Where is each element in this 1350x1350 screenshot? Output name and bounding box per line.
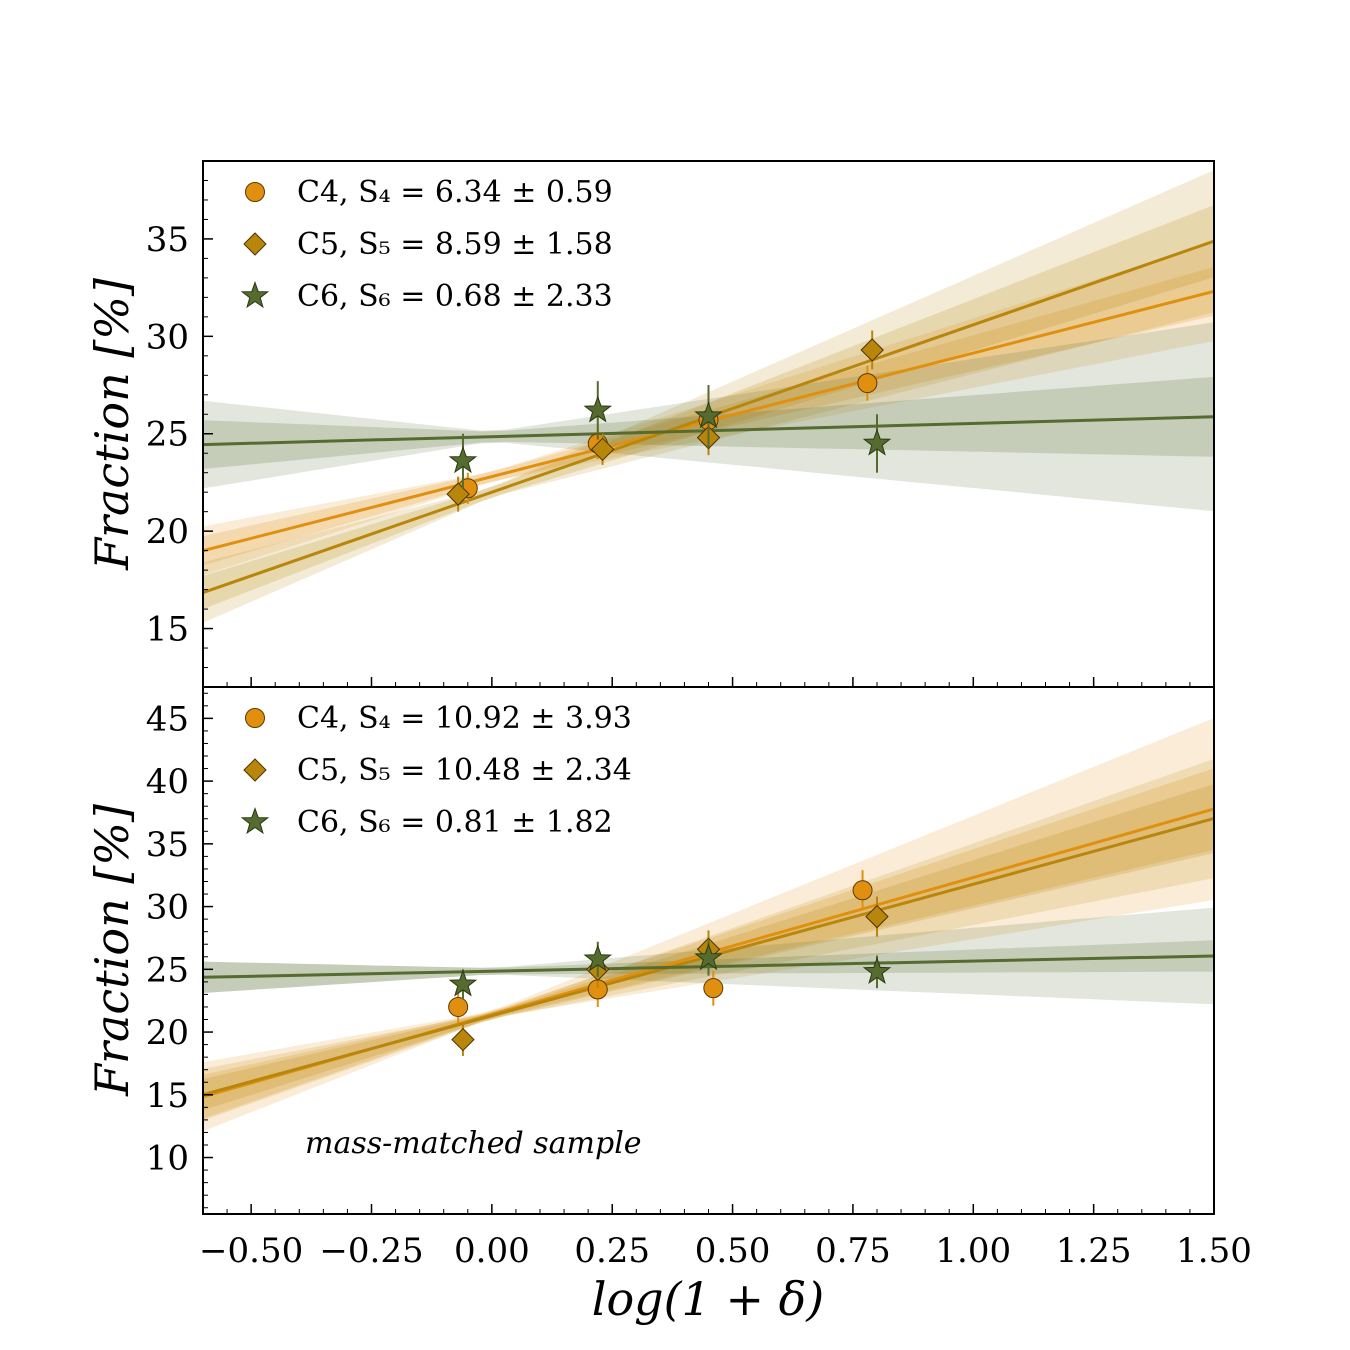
legend-marker-top-c6 — [240, 280, 270, 309]
x-tick-label-3: 0.25 — [574, 1231, 650, 1271]
y-axis-label-top: Fraction [%] — [85, 278, 139, 571]
point-top-c6-1 — [583, 395, 613, 423]
legend-label-top-c6: C6, S₆ = 0.68 ± 2.33 — [297, 279, 613, 314]
legend-marker-top-c5 — [243, 232, 267, 256]
legend-label-top-c5: C5, S₅ = 8.59 ± 1.58 — [297, 227, 613, 262]
x-tick-label-4: 0.50 — [695, 1231, 771, 1271]
point-top-c6-2 — [694, 401, 723, 429]
point-bottom-c5-0 — [451, 1027, 475, 1052]
panel-bottom: 10 15 20 25 30 35 40 45 C4, S₄ = 10.92 ± 3.93 C5,… — [146, 686, 1215, 1215]
legend-marker-top-c4 — [245, 182, 265, 202]
x-tick-labels: −0.50 −0.25 0.00 0.25 0.50 0.75 1.00 1.25 1.50 — [199, 1231, 1252, 1271]
point-top-c5-1 — [590, 437, 615, 462]
point-bottom-c4-3 — [852, 880, 873, 901]
y-tick-label-bottom-30: 30 — [146, 888, 189, 928]
plot-area-top — [203, 170, 1214, 623]
point-top-c6-0 — [448, 446, 478, 474]
band-bottom-c4-outer — [203, 718, 1214, 1132]
panel-top: 15 20 25 30 35 C4, S₄ = 6.34 ± 0.59 C5, S₅ = 8… — [146, 160, 1215, 688]
y-tick-label-bottom-45: 45 — [146, 699, 189, 739]
x-tick-label-0: −0.50 — [199, 1231, 303, 1271]
y-tick-label-bottom-35: 35 — [146, 825, 189, 865]
legend-label-bottom-c6: C6, S₆ = 0.81 ± 1.82 — [297, 805, 613, 840]
legend-marker-bottom-c5 — [243, 758, 267, 782]
point-bottom-c6-3 — [862, 956, 892, 985]
point-bottom-c6-0 — [448, 969, 478, 997]
point-bottom-c6-1 — [583, 944, 613, 972]
point-bottom-c4-0 — [448, 996, 469, 1017]
x-tick-label-2: 0.00 — [454, 1231, 530, 1271]
x-tick-label-7: 1.25 — [1056, 1231, 1132, 1271]
legend-label-bottom-c5: C5, S₅ = 10.48 ± 2.34 — [297, 753, 632, 788]
x-tick-label-5: 0.75 — [815, 1231, 891, 1271]
y-tick-label-bottom-15: 15 — [146, 1076, 189, 1116]
y-tick-label-bottom-20: 20 — [146, 1013, 189, 1053]
point-bottom-c6-2 — [694, 942, 723, 971]
point-top-c5-0 — [446, 482, 470, 506]
plot-area-bottom — [203, 718, 1214, 1132]
y-tick-label-bottom-10: 10 — [146, 1139, 189, 1179]
x-tick-label-6: 1.00 — [935, 1231, 1011, 1271]
x-tick-label-8: 1.50 — [1176, 1231, 1252, 1271]
y-tick-label-top-25: 25 — [146, 415, 189, 455]
point-top-c4-3 — [857, 373, 878, 394]
y-tick-label-bottom-25: 25 — [146, 950, 189, 990]
y-axis-label-bottom: Fraction [%] — [85, 804, 139, 1097]
y-tick-label-top-20: 20 — [146, 512, 189, 552]
legend-label-bottom-c4: C4, S₄ = 10.92 ± 3.93 — [297, 701, 632, 736]
point-bottom-c4-2 — [703, 978, 724, 999]
y-tick-label-top-30: 30 — [146, 317, 189, 357]
point-top-c5-3 — [860, 338, 884, 362]
y-tick-label-top-35: 35 — [146, 220, 189, 260]
sample-annotation: mass-matched sample — [305, 1126, 642, 1161]
x-tick-label-1: −0.25 — [319, 1231, 423, 1271]
legend-marker-bottom-c6 — [240, 806, 270, 835]
point-bottom-c5-3 — [865, 904, 889, 929]
y-tick-label-top-15: 15 — [146, 610, 189, 650]
point-top-c6-3 — [862, 428, 892, 456]
legend-marker-bottom-c4 — [245, 708, 265, 728]
x-axis-label: log(1 + δ) — [592, 1272, 825, 1326]
y-tick-label-bottom-40: 40 — [146, 762, 189, 802]
legend-label-top-c4: C4, S₄ = 6.34 ± 0.59 — [297, 175, 613, 210]
